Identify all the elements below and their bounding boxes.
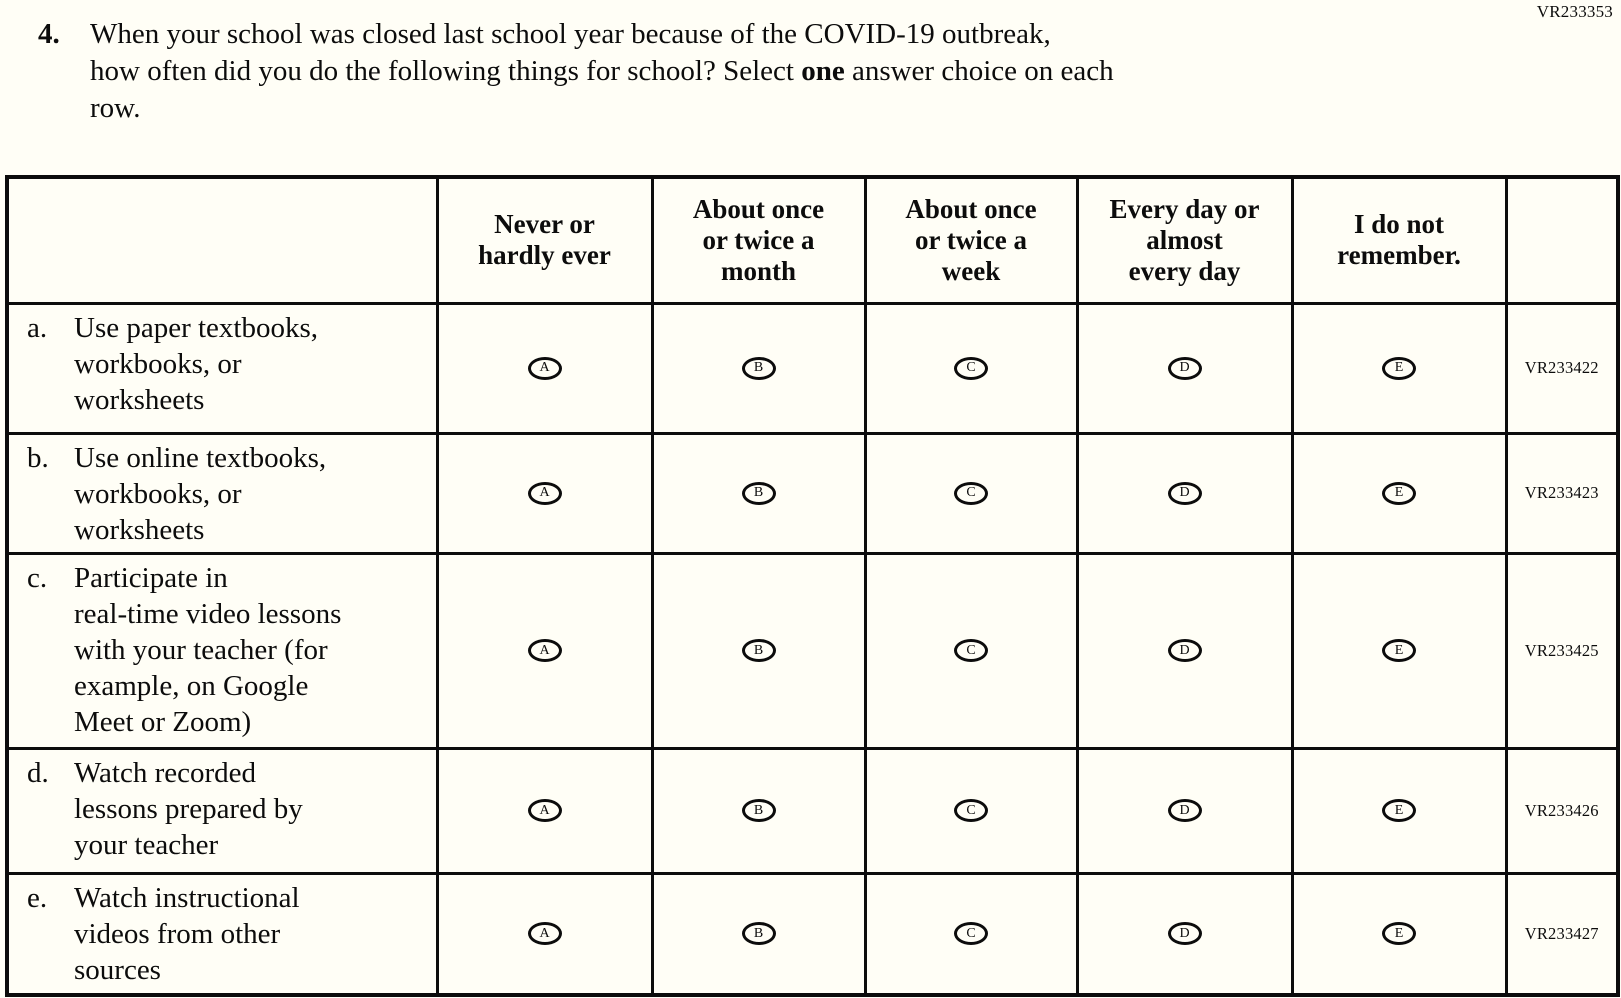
answer-bubble-a[interactable]: A (527, 356, 562, 380)
answer-cell: A (435, 431, 654, 555)
answer-bubble-d[interactable]: D (1167, 639, 1202, 662)
question-line-3: row. (90, 92, 141, 124)
answer-bubble-e[interactable]: E (1382, 481, 1416, 505)
column-header-month: About once or twice a month (650, 175, 867, 305)
column-header-week: About once or twice a week (863, 175, 1079, 305)
answer-cell: A (435, 551, 654, 750)
answer-cell: B (650, 301, 867, 435)
answer-bubble-a[interactable]: A (527, 922, 562, 946)
answer-bubble-d[interactable]: D (1167, 356, 1202, 380)
answer-cell: E (1290, 551, 1508, 750)
column-header-no-remember: I do not remember. (1290, 175, 1508, 305)
table-row-c: c. Participate in real-time video lesson… (5, 551, 1620, 750)
answer-bubble-c[interactable]: C (954, 799, 988, 822)
answer-cell: D (1075, 746, 1294, 875)
question-bold-word: one (801, 55, 845, 87)
answer-bubble-e[interactable]: E (1382, 356, 1416, 380)
item-cell: d. Watch recorded lessons prepared by yo… (5, 746, 439, 875)
item-text: Use online textbooks, workbooks, or work… (74, 441, 327, 546)
item-text: Watch instructional videos from other so… (74, 881, 300, 986)
item-cell: c. Participate in real-time video lesson… (5, 551, 439, 750)
answer-bubble-d[interactable]: D (1167, 922, 1202, 946)
question-number: 4. (38, 18, 60, 50)
item-text: Participate in real-time video lessons w… (74, 561, 342, 738)
table-row-e: e. Watch instructional videos from other… (5, 871, 1620, 997)
row-code: VR233426 (1504, 746, 1620, 875)
response-grid-wrapper: Never or hardly ever About once or twice… (5, 175, 1620, 997)
question-line-2-pre: how often did you do the following thing… (90, 55, 802, 87)
answer-cell: E (1290, 431, 1508, 555)
item-label: e. (27, 881, 48, 914)
answer-cell: C (863, 871, 1079, 997)
answer-cell: B (650, 746, 867, 875)
row-code: VR233427 (1504, 871, 1620, 997)
answer-cell: B (650, 871, 867, 997)
answer-cell: B (650, 431, 867, 555)
answer-bubble-e[interactable]: E (1382, 922, 1416, 946)
table-row-b: b. Use online textbooks, workbooks, or w… (5, 431, 1620, 555)
answer-bubble-a[interactable]: A (527, 481, 562, 505)
answer-bubble-b[interactable]: B (741, 356, 776, 380)
answer-cell: C (863, 551, 1079, 750)
column-header-never: Never or hardly ever (435, 175, 654, 305)
question-text: When your school was closed last school … (90, 16, 1438, 127)
answer-cell: B (650, 551, 867, 750)
item-cell: e. Watch instructional videos from other… (5, 871, 439, 997)
item-text: Watch recorded lessons prepared by your … (74, 756, 303, 861)
answer-bubble-c[interactable]: C (954, 481, 988, 505)
answer-cell: E (1290, 301, 1508, 435)
question-line-1: When your school was closed last school … (90, 18, 1051, 50)
answer-bubble-e[interactable]: E (1382, 639, 1416, 662)
header-empty-code (1504, 175, 1620, 305)
answer-cell: C (863, 301, 1079, 435)
answer-cell: A (435, 301, 654, 435)
question-block: 4. When your school was closed last scho… (38, 16, 1438, 127)
answer-cell: C (863, 431, 1079, 555)
answer-bubble-e[interactable]: E (1382, 799, 1416, 822)
item-label: d. (27, 756, 49, 789)
answer-bubble-b[interactable]: B (741, 922, 776, 946)
header-row: Never or hardly ever About once or twice… (5, 175, 1620, 305)
answer-bubble-c[interactable]: C (954, 922, 988, 946)
item-text: Use paper textbooks, workbooks, or works… (74, 311, 319, 416)
answer-cell: A (435, 871, 654, 997)
item-label: b. (27, 441, 49, 474)
answer-cell: E (1290, 871, 1508, 997)
answer-bubble-d[interactable]: D (1167, 481, 1202, 505)
item-cell: b. Use online textbooks, workbooks, or w… (5, 431, 439, 555)
answer-bubble-a[interactable]: A (527, 639, 562, 662)
answer-bubble-b[interactable]: B (741, 481, 776, 505)
column-header-everyday: Every day or almost every day (1075, 175, 1294, 305)
answer-bubble-b[interactable]: B (741, 639, 776, 662)
row-code: VR233425 (1504, 551, 1620, 750)
answer-cell: E (1290, 746, 1508, 875)
answer-bubble-c[interactable]: C (954, 356, 988, 380)
answer-bubble-d[interactable]: D (1167, 799, 1202, 822)
answer-cell: C (863, 746, 1079, 875)
question-line-2-post: answer choice on each (844, 55, 1114, 87)
answer-bubble-b[interactable]: B (741, 799, 776, 822)
form-code: VR233353 (1536, 2, 1613, 21)
item-label: c. (27, 561, 48, 594)
answer-cell: A (435, 746, 654, 875)
table-row-a: a. Use paper textbooks, workbooks, or wo… (5, 301, 1620, 435)
answer-cell: D (1075, 301, 1294, 435)
answer-cell: D (1075, 431, 1294, 555)
item-label: a. (27, 311, 48, 344)
row-code: VR233423 (1504, 431, 1620, 555)
response-grid: Never or hardly ever About once or twice… (5, 175, 1620, 997)
answer-cell: D (1075, 871, 1294, 997)
item-cell: a. Use paper textbooks, workbooks, or wo… (5, 301, 439, 435)
answer-bubble-a[interactable]: A (527, 799, 562, 822)
answer-bubble-c[interactable]: C (954, 639, 988, 662)
answer-cell: D (1075, 551, 1294, 750)
table-row-d: d. Watch recorded lessons prepared by yo… (5, 746, 1620, 875)
row-code: VR233422 (1504, 301, 1620, 435)
header-empty-item (5, 175, 439, 305)
